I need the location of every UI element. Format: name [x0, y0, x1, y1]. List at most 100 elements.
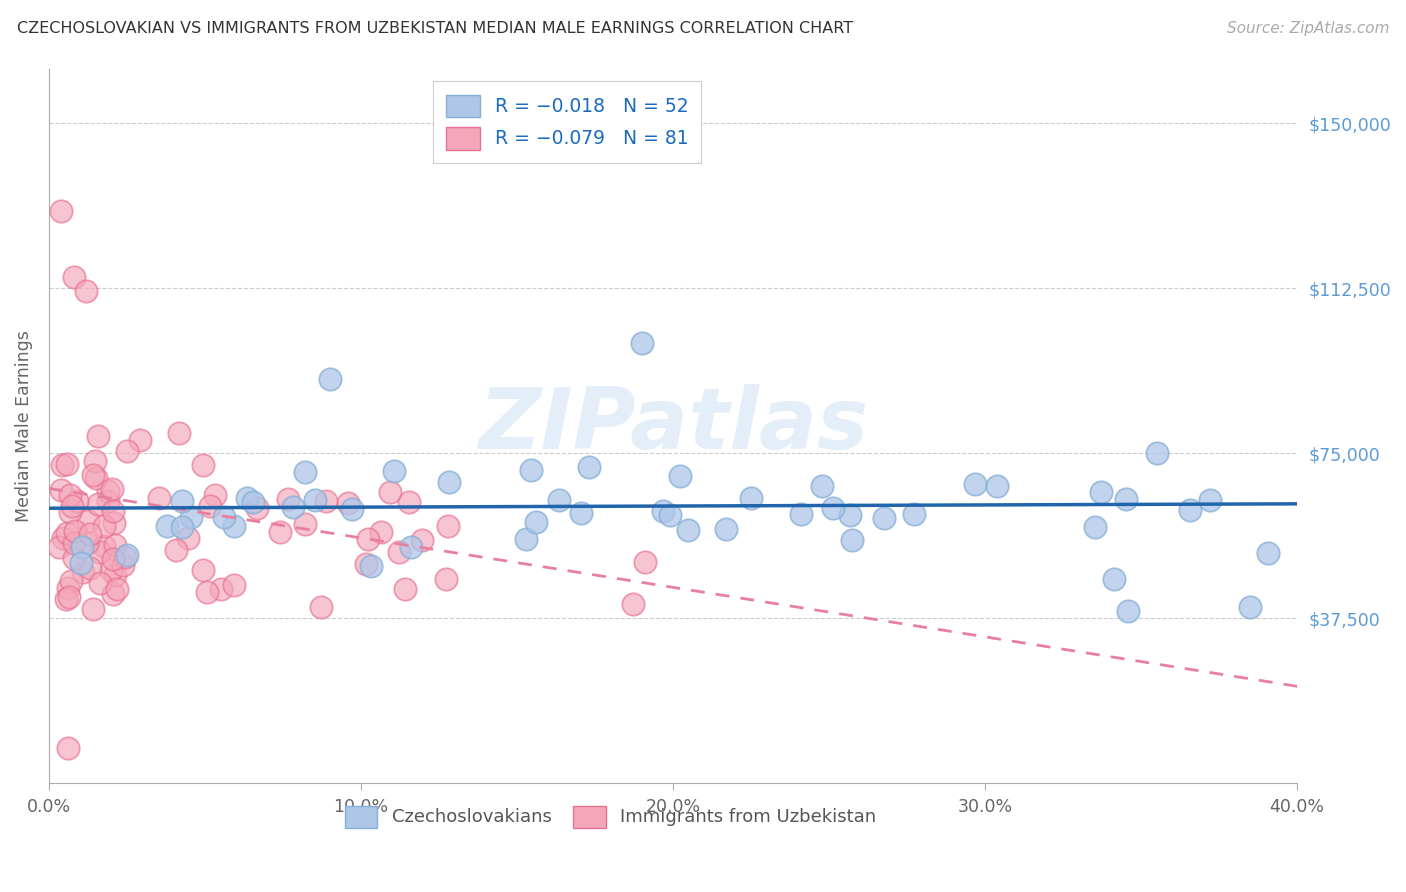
- Point: [82, 468, 104, 483]
- Point: [873, 511, 896, 525]
- Point: [740, 491, 762, 506]
- Point: [986, 479, 1008, 493]
- Point: [76, 536, 98, 550]
- Point: [48, 540, 70, 554]
- Point: [569, 506, 592, 520]
- Point: [401, 540, 423, 554]
- Point: [58, 581, 80, 595]
- Point: [209, 582, 232, 596]
- Point: [70, 556, 93, 570]
- Point: [60, 499, 83, 513]
- Point: [242, 495, 264, 509]
- Point: [51, 458, 73, 472]
- Point: [59, 574, 82, 589]
- Point: [103, 516, 125, 530]
- Point: [105, 582, 128, 597]
- Point: [56, 740, 79, 755]
- Point: [378, 484, 401, 499]
- Point: [245, 501, 267, 516]
- Point: [212, 510, 235, 524]
- Point: [89, 545, 111, 559]
- Point: [1146, 446, 1168, 460]
- Point: [714, 522, 737, 536]
- Point: [515, 533, 537, 547]
- Point: [631, 336, 654, 351]
- Point: [63, 551, 86, 566]
- Point: [83, 454, 105, 468]
- Point: [104, 568, 127, 582]
- Point: [340, 502, 363, 516]
- Point: [294, 516, 316, 531]
- Point: [51, 204, 73, 219]
- Point: [58, 590, 80, 604]
- Point: [56, 458, 79, 472]
- Point: [319, 371, 342, 385]
- Point: [394, 582, 416, 597]
- Text: Source: ZipAtlas.com: Source: ZipAtlas.com: [1226, 21, 1389, 36]
- Point: [965, 477, 987, 491]
- Point: [277, 491, 299, 506]
- Point: [56, 525, 79, 540]
- Point: [49, 483, 72, 498]
- Point: [810, 479, 832, 493]
- Point: [84, 471, 107, 485]
- Point: [89, 575, 111, 590]
- Point: [117, 548, 139, 562]
- Point: [1257, 546, 1279, 560]
- Point: [55, 592, 77, 607]
- Point: [52, 531, 75, 545]
- Point: [167, 426, 190, 441]
- Point: [652, 504, 675, 518]
- Point: [224, 577, 246, 591]
- Point: [578, 460, 600, 475]
- Point: [411, 533, 433, 547]
- Point: [193, 458, 215, 472]
- Point: [520, 463, 543, 477]
- Point: [903, 507, 925, 521]
- Point: [437, 475, 460, 490]
- Point: [59, 505, 82, 519]
- Point: [177, 531, 200, 545]
- Point: [398, 495, 420, 509]
- Point: [841, 533, 863, 547]
- Point: [357, 533, 380, 547]
- Point: [101, 482, 124, 496]
- Point: [304, 492, 326, 507]
- Point: [101, 587, 124, 601]
- Y-axis label: Median Male Earnings: Median Male Earnings: [15, 330, 32, 522]
- Point: [198, 500, 221, 514]
- Point: [76, 514, 98, 528]
- Point: [634, 555, 657, 569]
- Point: [104, 538, 127, 552]
- Point: [436, 519, 458, 533]
- Point: [388, 544, 411, 558]
- Point: [294, 465, 316, 479]
- Point: [93, 518, 115, 533]
- Point: [621, 597, 644, 611]
- Point: [669, 469, 692, 483]
- Point: [547, 493, 569, 508]
- Point: [659, 508, 682, 522]
- Point: [165, 543, 187, 558]
- Point: [222, 518, 245, 533]
- Point: [156, 519, 179, 533]
- Point: [236, 491, 259, 505]
- Point: [676, 523, 699, 537]
- Point: [1084, 520, 1107, 534]
- Point: [195, 585, 218, 599]
- Point: [62, 536, 84, 550]
- Point: [129, 433, 152, 447]
- Point: [1180, 503, 1202, 517]
- Point: [114, 549, 136, 564]
- Point: [434, 572, 457, 586]
- Point: [269, 525, 291, 540]
- Point: [115, 443, 138, 458]
- Legend: Czechoslovakians, Immigrants from Uzbekistan: Czechoslovakians, Immigrants from Uzbeki…: [337, 798, 883, 835]
- Point: [524, 515, 547, 529]
- Point: [336, 496, 359, 510]
- Point: [1239, 600, 1261, 615]
- Point: [79, 526, 101, 541]
- Point: [838, 508, 860, 522]
- Point: [72, 541, 94, 555]
- Point: [111, 558, 134, 572]
